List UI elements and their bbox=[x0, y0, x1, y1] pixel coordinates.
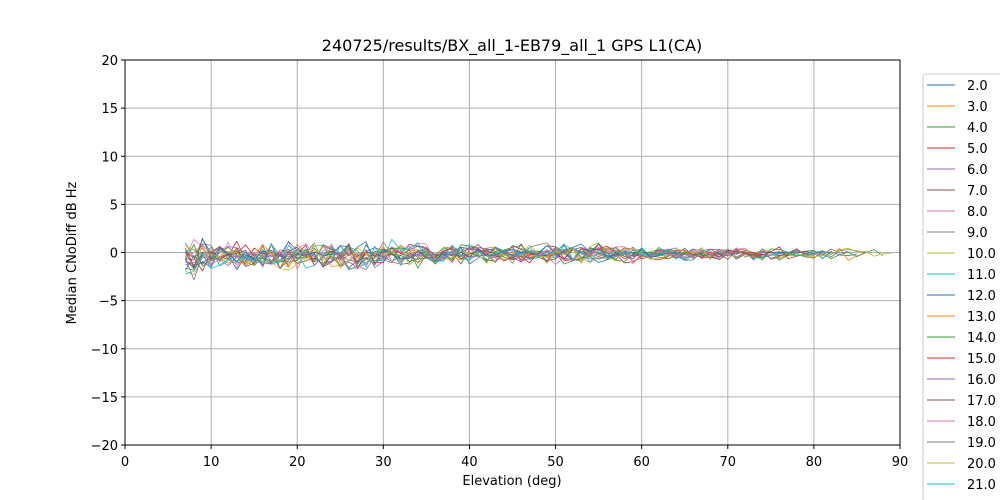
legend-label: 21.0 bbox=[967, 478, 996, 493]
legend-label: 18.0 bbox=[967, 415, 996, 430]
x-axis-label: Elevation (deg) bbox=[462, 474, 561, 489]
y-tick-label: −5 bbox=[99, 295, 118, 310]
legend-label: 20.0 bbox=[967, 457, 996, 472]
y-tick-label: 10 bbox=[101, 150, 118, 165]
x-tick-label: 40 bbox=[461, 455, 478, 470]
legend-label: 8.0 bbox=[967, 205, 988, 220]
x-tick-label: 90 bbox=[892, 455, 909, 470]
legend-box bbox=[922, 73, 1000, 500]
legend-label: 19.0 bbox=[967, 436, 996, 451]
y-tick-label: −15 bbox=[91, 391, 118, 406]
y-tick-label: −20 bbox=[91, 439, 118, 454]
legend-label: 9.0 bbox=[967, 226, 988, 241]
x-tick-label: 50 bbox=[547, 455, 564, 470]
series-lines bbox=[184, 237, 892, 281]
legend-label: 2.0 bbox=[967, 79, 988, 94]
legend-label: 17.0 bbox=[967, 394, 996, 409]
series-line bbox=[185, 238, 763, 267]
legend-label: 16.0 bbox=[967, 373, 996, 388]
y-tick-label: 5 bbox=[110, 198, 118, 213]
x-tick-label: 10 bbox=[203, 455, 220, 470]
series-line bbox=[185, 237, 677, 269]
y-axis-label: Median CNoDiff dB Hz bbox=[65, 181, 80, 324]
legend-label: 11.0 bbox=[967, 268, 996, 283]
x-tick-label: 20 bbox=[289, 455, 306, 470]
legend-label: 15.0 bbox=[967, 352, 996, 367]
series-line bbox=[185, 243, 797, 272]
y-tick-label: 0 bbox=[110, 247, 118, 262]
series-line bbox=[185, 241, 746, 269]
x-tick-label: 80 bbox=[806, 455, 823, 470]
x-tick-label: 70 bbox=[720, 455, 737, 470]
legend-label: 13.0 bbox=[967, 310, 996, 325]
series-line bbox=[185, 238, 694, 275]
y-tick-label: 20 bbox=[101, 54, 118, 69]
series-line bbox=[185, 242, 711, 269]
legend-label: 14.0 bbox=[967, 331, 996, 346]
legend-label: 6.0 bbox=[967, 163, 988, 178]
legend-label: 12.0 bbox=[967, 289, 996, 304]
legend-label: 4.0 bbox=[967, 121, 988, 136]
y-tick-label: 15 bbox=[101, 102, 118, 117]
legend-label: 7.0 bbox=[967, 184, 988, 199]
legend-label: 3.0 bbox=[967, 100, 988, 115]
legend: 2.0 3.0 4.0 5.0 6.0 7.0 8.0 9.0 10.0 11.0 12.0 13.0… bbox=[922, 73, 1000, 500]
legend-label: 10.0 bbox=[967, 247, 996, 262]
x-tick-label: 60 bbox=[633, 455, 650, 470]
y-tick-label: −10 bbox=[91, 343, 118, 358]
chart-title: 240725/results/BX_all_1-EB79_all_1 GPS L… bbox=[322, 36, 702, 56]
x-tick-label: 0 bbox=[121, 455, 129, 470]
legend-label: 5.0 bbox=[967, 142, 988, 157]
x-tick-label: 30 bbox=[375, 455, 392, 470]
